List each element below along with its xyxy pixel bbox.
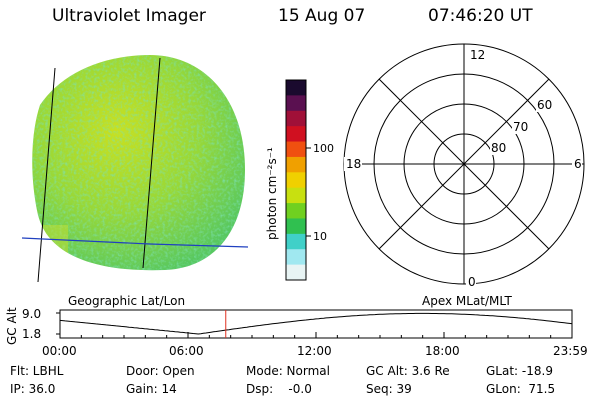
uv-earth-disk [32, 55, 245, 271]
colorbar-swatch [286, 218, 306, 235]
polar-mlt-12: 12 [470, 48, 485, 62]
altitude-curve [59, 312, 573, 335]
mode-info: Mode: Normal [246, 364, 330, 378]
date-label: 15 Aug 07 [278, 6, 366, 26]
altitude-axis-title: GC Alt [5, 307, 19, 345]
polar-plot [343, 43, 585, 285]
colorbar-unit-label: photon cm⁻²s⁻¹ [265, 147, 279, 240]
colorbar-swatch [286, 95, 306, 112]
glat-info: GLat: -18.9 [486, 364, 553, 378]
meridian-line-left [37, 67, 56, 283]
polar-label-bg-80 [490, 141, 508, 155]
colorbar-swatch [286, 141, 306, 158]
colorbar-swatch [286, 233, 306, 250]
geographic-projection-label: Geographic Lat/Lon [68, 294, 186, 308]
altitude-ylabel-low: 1.8 [22, 327, 41, 341]
xtick-label-0000: 00:00 [42, 344, 77, 358]
altitude-ylabel-high: 9.0 [22, 307, 41, 321]
colorbar-swatch [286, 187, 306, 204]
meridian-line-right [142, 57, 161, 269]
polar-lat-80: 80 [491, 141, 506, 155]
colorbar-swatch [286, 80, 306, 96]
filter-info: Flt: LBHL [10, 364, 64, 378]
polar-label-bg-12 [468, 48, 484, 62]
polar-lat-70: 70 [513, 120, 528, 134]
colorbar-swatch [286, 249, 306, 266]
colorbar [286, 80, 306, 281]
polar-mlt-0: 0 [468, 275, 476, 289]
colorbar-label-100: 100 [313, 142, 334, 155]
colorbar-swatch [286, 126, 306, 143]
polar-diagonal-2 [378, 78, 550, 250]
polar-mlt-6: 6 [574, 157, 582, 171]
apex-projection-label: Apex MLat/MLT [422, 294, 512, 308]
altitude-x-ticks [59, 332, 573, 338]
equator-line [21, 237, 249, 248]
gc-alt-info: GC Alt: 3.6 Re [366, 364, 450, 378]
colorbar-swatch [286, 172, 306, 189]
polar-label-bg-60 [536, 98, 554, 112]
polar-lat-60: 60 [537, 98, 552, 112]
xtick-label-1200: 12:00 [297, 344, 332, 358]
colorbar-swatch [286, 110, 306, 127]
gain-info: Gain: 14 [126, 382, 177, 396]
time-label: 07:46:20 UT [428, 6, 533, 26]
polar-label-bg-18 [344, 157, 362, 171]
colorbar-frame [285, 79, 307, 281]
polar-label-bg-0 [466, 275, 476, 289]
ip-info: IP: 36.0 [10, 382, 56, 396]
instrument-title: Ultraviolet Imager [52, 6, 206, 26]
xtick-label-0600: 06:00 [169, 344, 204, 358]
xtick-label-2359: 23:59 [553, 344, 588, 358]
colorbar-label-10: 10 [313, 230, 327, 243]
colorbar-swatch [286, 264, 306, 281]
dsp-info: Dsp: -0.0 [246, 382, 312, 396]
xtick-label-1800: 18:00 [425, 344, 460, 358]
polar-label-bg-70 [512, 120, 530, 134]
colorbar-swatch [286, 156, 306, 173]
colorbar-swatch [286, 203, 306, 219]
polar-label-bg-6 [572, 157, 582, 171]
glon-info: GLon: 71.5 [486, 382, 556, 396]
door-info: Door: Open [126, 364, 195, 378]
seq-info: Seq: 39 [366, 382, 412, 396]
polar-mlt-18: 18 [346, 157, 361, 171]
